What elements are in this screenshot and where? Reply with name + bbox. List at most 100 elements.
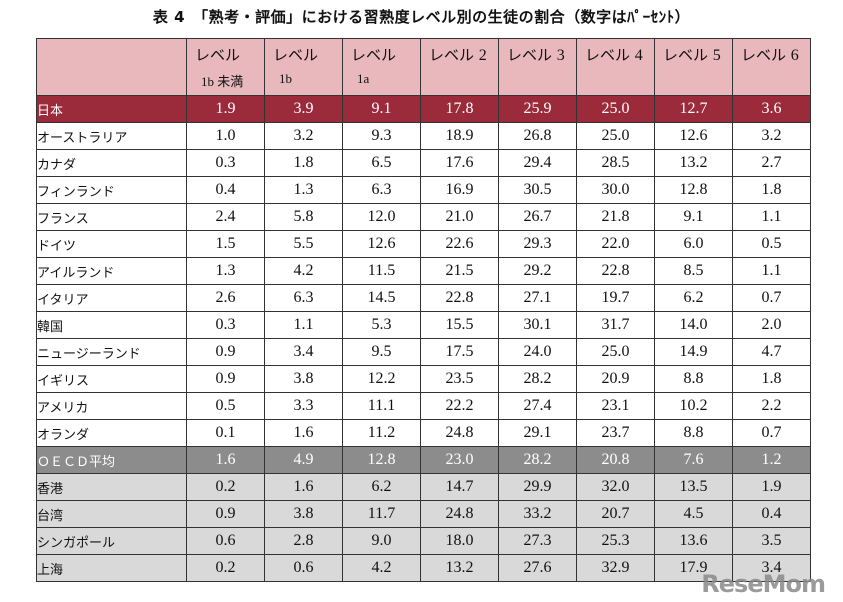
value-cell: 14.9: [654, 338, 733, 366]
value-cell: 11.5: [342, 257, 421, 285]
value-cell: 32.0: [576, 473, 655, 501]
value-cell: 0.3: [186, 149, 265, 177]
value-cell: 0.9: [186, 500, 265, 528]
value-cell: 9.0: [342, 527, 421, 555]
table-row: 香港 0.2 1.6 6.2 14.7 29.9 32.0 13.5 1.9: [36, 473, 811, 501]
country-cell: オーストラリア: [36, 122, 187, 150]
value-cell: 15.5: [420, 311, 499, 339]
country-cell: アイルランド: [36, 257, 187, 285]
value-cell: 4.2: [264, 257, 343, 285]
value-cell: 6.3: [342, 176, 421, 204]
value-cell: 3.2: [732, 122, 811, 150]
value-cell: 1.9: [732, 473, 811, 501]
value-cell: 0.4: [732, 500, 811, 528]
value-cell: 0.6: [186, 527, 265, 555]
value-cell: 0.9: [186, 338, 265, 366]
value-cell: 23.1: [576, 392, 655, 420]
value-cell: 28.2: [498, 446, 577, 474]
value-cell: 0.3: [186, 311, 265, 339]
value-cell: 26.8: [498, 122, 577, 150]
value-cell: 22.8: [576, 257, 655, 285]
value-cell: 8.5: [654, 257, 733, 285]
value-cell: 25.0: [576, 122, 655, 150]
value-cell: 29.4: [498, 149, 577, 177]
header-label: レベル: [663, 46, 709, 64]
country-cell: 日本: [36, 95, 187, 123]
value-cell: 1.8: [732, 365, 811, 393]
value-cell: 18.9: [420, 122, 499, 150]
value-cell: 4.5: [654, 500, 733, 528]
value-cell: 9.1: [654, 203, 733, 231]
value-cell: 12.7: [654, 95, 733, 123]
value-cell: 6.0: [654, 230, 733, 258]
table-row: ニュージーランド 0.9 3.4 9.5 17.5 24.0 25.0 14.9 4.7: [36, 338, 811, 366]
value-cell: 3.5: [732, 527, 811, 555]
value-cell: 3.8: [264, 500, 343, 528]
value-cell: 33.2: [498, 500, 577, 528]
value-cell: 12.2: [342, 365, 421, 393]
table-row: フィンランド 0.4 1.3 6.3 16.9 30.5 30.0 12.8 1.8: [36, 176, 811, 204]
value-cell: 1.9: [186, 95, 265, 123]
header-level-cell: レベル 1b: [264, 38, 343, 96]
value-cell: 2.2: [732, 392, 811, 420]
value-cell: 0.4: [186, 176, 265, 204]
value-cell: 5.3: [342, 311, 421, 339]
header-label: レベル: [429, 46, 475, 64]
value-cell: 6.5: [342, 149, 421, 177]
value-cell: 6.2: [342, 473, 421, 501]
value-cell: 2.6: [186, 284, 265, 312]
table-row: アイルランド 1.3 4.2 11.5 21.5 29.2 22.8 8.5 1.1: [36, 257, 811, 285]
value-cell: 9.1: [342, 95, 421, 123]
value-cell: 12.6: [342, 230, 421, 258]
country-cell: フランス: [36, 203, 187, 231]
table-row: 台湾 0.9 3.8 11.7 24.8 33.2 20.7 4.5 0.4: [36, 500, 811, 528]
value-cell: 1.1: [732, 203, 811, 231]
value-cell: 14.7: [420, 473, 499, 501]
value-cell: 5.5: [264, 230, 343, 258]
country-cell: ＯＥＣＤ平均: [36, 446, 187, 474]
table-row: フランス 2.4 5.8 12.0 21.0 26.7 21.8 9.1 1.1: [36, 203, 811, 231]
value-cell: 6.2: [654, 284, 733, 312]
value-cell: 23.5: [420, 365, 499, 393]
header-level-number: 6: [790, 47, 799, 64]
value-cell: 1.3: [264, 176, 343, 204]
value-cell: 29.1: [498, 419, 577, 447]
value-cell: 1.5: [186, 230, 265, 258]
value-cell: 1.2: [732, 446, 811, 474]
country-cell: イギリス: [36, 365, 187, 393]
value-cell: 0.5: [732, 230, 811, 258]
value-cell: 2.4: [186, 203, 265, 231]
value-cell: 3.4: [264, 338, 343, 366]
table-row: ＯＥＣＤ平均 1.6 4.9 12.8 23.0 28.2 20.8 7.6 1.2: [36, 446, 811, 474]
value-cell: 10.2: [654, 392, 733, 420]
value-cell: 29.9: [498, 473, 577, 501]
country-cell: 韓国: [36, 311, 187, 339]
table-row: イギリス 0.9 3.8 12.2 23.5 28.2 20.9 8.8 1.8: [36, 365, 811, 393]
value-cell: 3.3: [264, 392, 343, 420]
value-cell: 7.6: [654, 446, 733, 474]
value-cell: 9.3: [342, 122, 421, 150]
country-cell: 上海: [36, 554, 187, 582]
table-title: 表 4 「熟考・評価」における習熟度レベル別の生徒の割合（数字はﾊﾟｰｾﾝﾄ）: [152, 8, 691, 26]
header-sublabel: 1b: [279, 71, 292, 86]
value-cell: 30.0: [576, 176, 655, 204]
value-cell: 20.8: [576, 446, 655, 474]
value-cell: 3.2: [264, 122, 343, 150]
value-cell: 31.7: [576, 311, 655, 339]
value-cell: 29.2: [498, 257, 577, 285]
value-cell: 4.2: [342, 554, 421, 582]
value-cell: 28.2: [498, 365, 577, 393]
country-cell: イタリア: [36, 284, 187, 312]
table-row: アメリカ 0.5 3.3 11.1 22.2 27.4 23.1 10.2 2.2: [36, 392, 811, 420]
value-cell: 1.1: [264, 311, 343, 339]
value-cell: 1.0: [186, 122, 265, 150]
value-cell: 29.3: [498, 230, 577, 258]
header-row: レベル 1b 未満 レベル 1b レベル 1a レベル 2 レベル 3 レベル 4 レ…: [36, 38, 811, 96]
value-cell: 1.6: [264, 419, 343, 447]
value-cell: 12.8: [342, 446, 421, 474]
value-cell: 17.9: [654, 554, 733, 582]
value-cell: 16.9: [420, 176, 499, 204]
header-label: レベル: [741, 46, 787, 64]
country-cell: ドイツ: [36, 230, 187, 258]
header-label: レベル: [585, 46, 631, 64]
